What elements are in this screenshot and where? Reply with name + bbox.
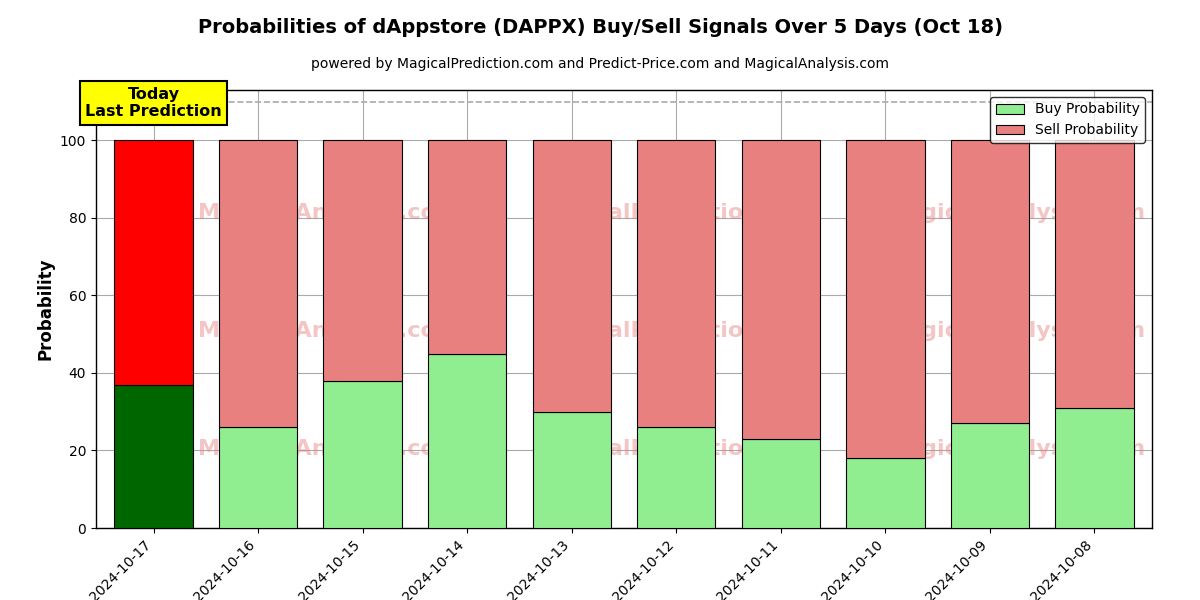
Bar xyxy=(637,427,715,528)
Text: MagicalAnalysis.com: MagicalAnalysis.com xyxy=(884,321,1145,341)
Bar xyxy=(1055,408,1134,528)
Text: MagicalAnalysis.com: MagicalAnalysis.com xyxy=(884,203,1145,223)
Bar xyxy=(742,140,820,439)
Text: MagicalAnalysis.com: MagicalAnalysis.com xyxy=(884,439,1145,459)
Text: MagicalAnalysis.com: MagicalAnalysis.com xyxy=(198,439,458,459)
Bar xyxy=(218,140,298,427)
Text: MagicalPrediction.com: MagicalPrediction.com xyxy=(534,203,820,223)
Text: MagicalAnalysis.com: MagicalAnalysis.com xyxy=(198,203,458,223)
Text: Today
Last Prediction: Today Last Prediction xyxy=(85,86,222,119)
Legend: Buy Probability, Sell Probability: Buy Probability, Sell Probability xyxy=(990,97,1145,143)
Bar xyxy=(846,458,924,528)
Text: MagicalAnalysis.com: MagicalAnalysis.com xyxy=(198,321,458,341)
Bar xyxy=(846,140,924,458)
Text: powered by MagicalPrediction.com and Predict-Price.com and MagicalAnalysis.com: powered by MagicalPrediction.com and Pre… xyxy=(311,57,889,71)
Text: Probabilities of dAppstore (DAPPX) Buy/Sell Signals Over 5 Days (Oct 18): Probabilities of dAppstore (DAPPX) Buy/S… xyxy=(198,18,1002,37)
Text: MagicalPrediction.com: MagicalPrediction.com xyxy=(534,321,820,341)
Bar xyxy=(428,353,506,528)
Bar xyxy=(533,412,611,528)
Bar xyxy=(950,140,1030,424)
Bar xyxy=(533,140,611,412)
Bar xyxy=(114,140,193,385)
Bar xyxy=(428,140,506,353)
Bar xyxy=(742,439,820,528)
Bar xyxy=(637,140,715,427)
Y-axis label: Probability: Probability xyxy=(36,258,54,360)
Bar xyxy=(950,424,1030,528)
Bar xyxy=(324,140,402,381)
Bar xyxy=(114,385,193,528)
Text: MagicalPrediction.com: MagicalPrediction.com xyxy=(534,439,820,459)
Bar xyxy=(324,381,402,528)
Bar xyxy=(1055,140,1134,408)
Bar xyxy=(218,427,298,528)
